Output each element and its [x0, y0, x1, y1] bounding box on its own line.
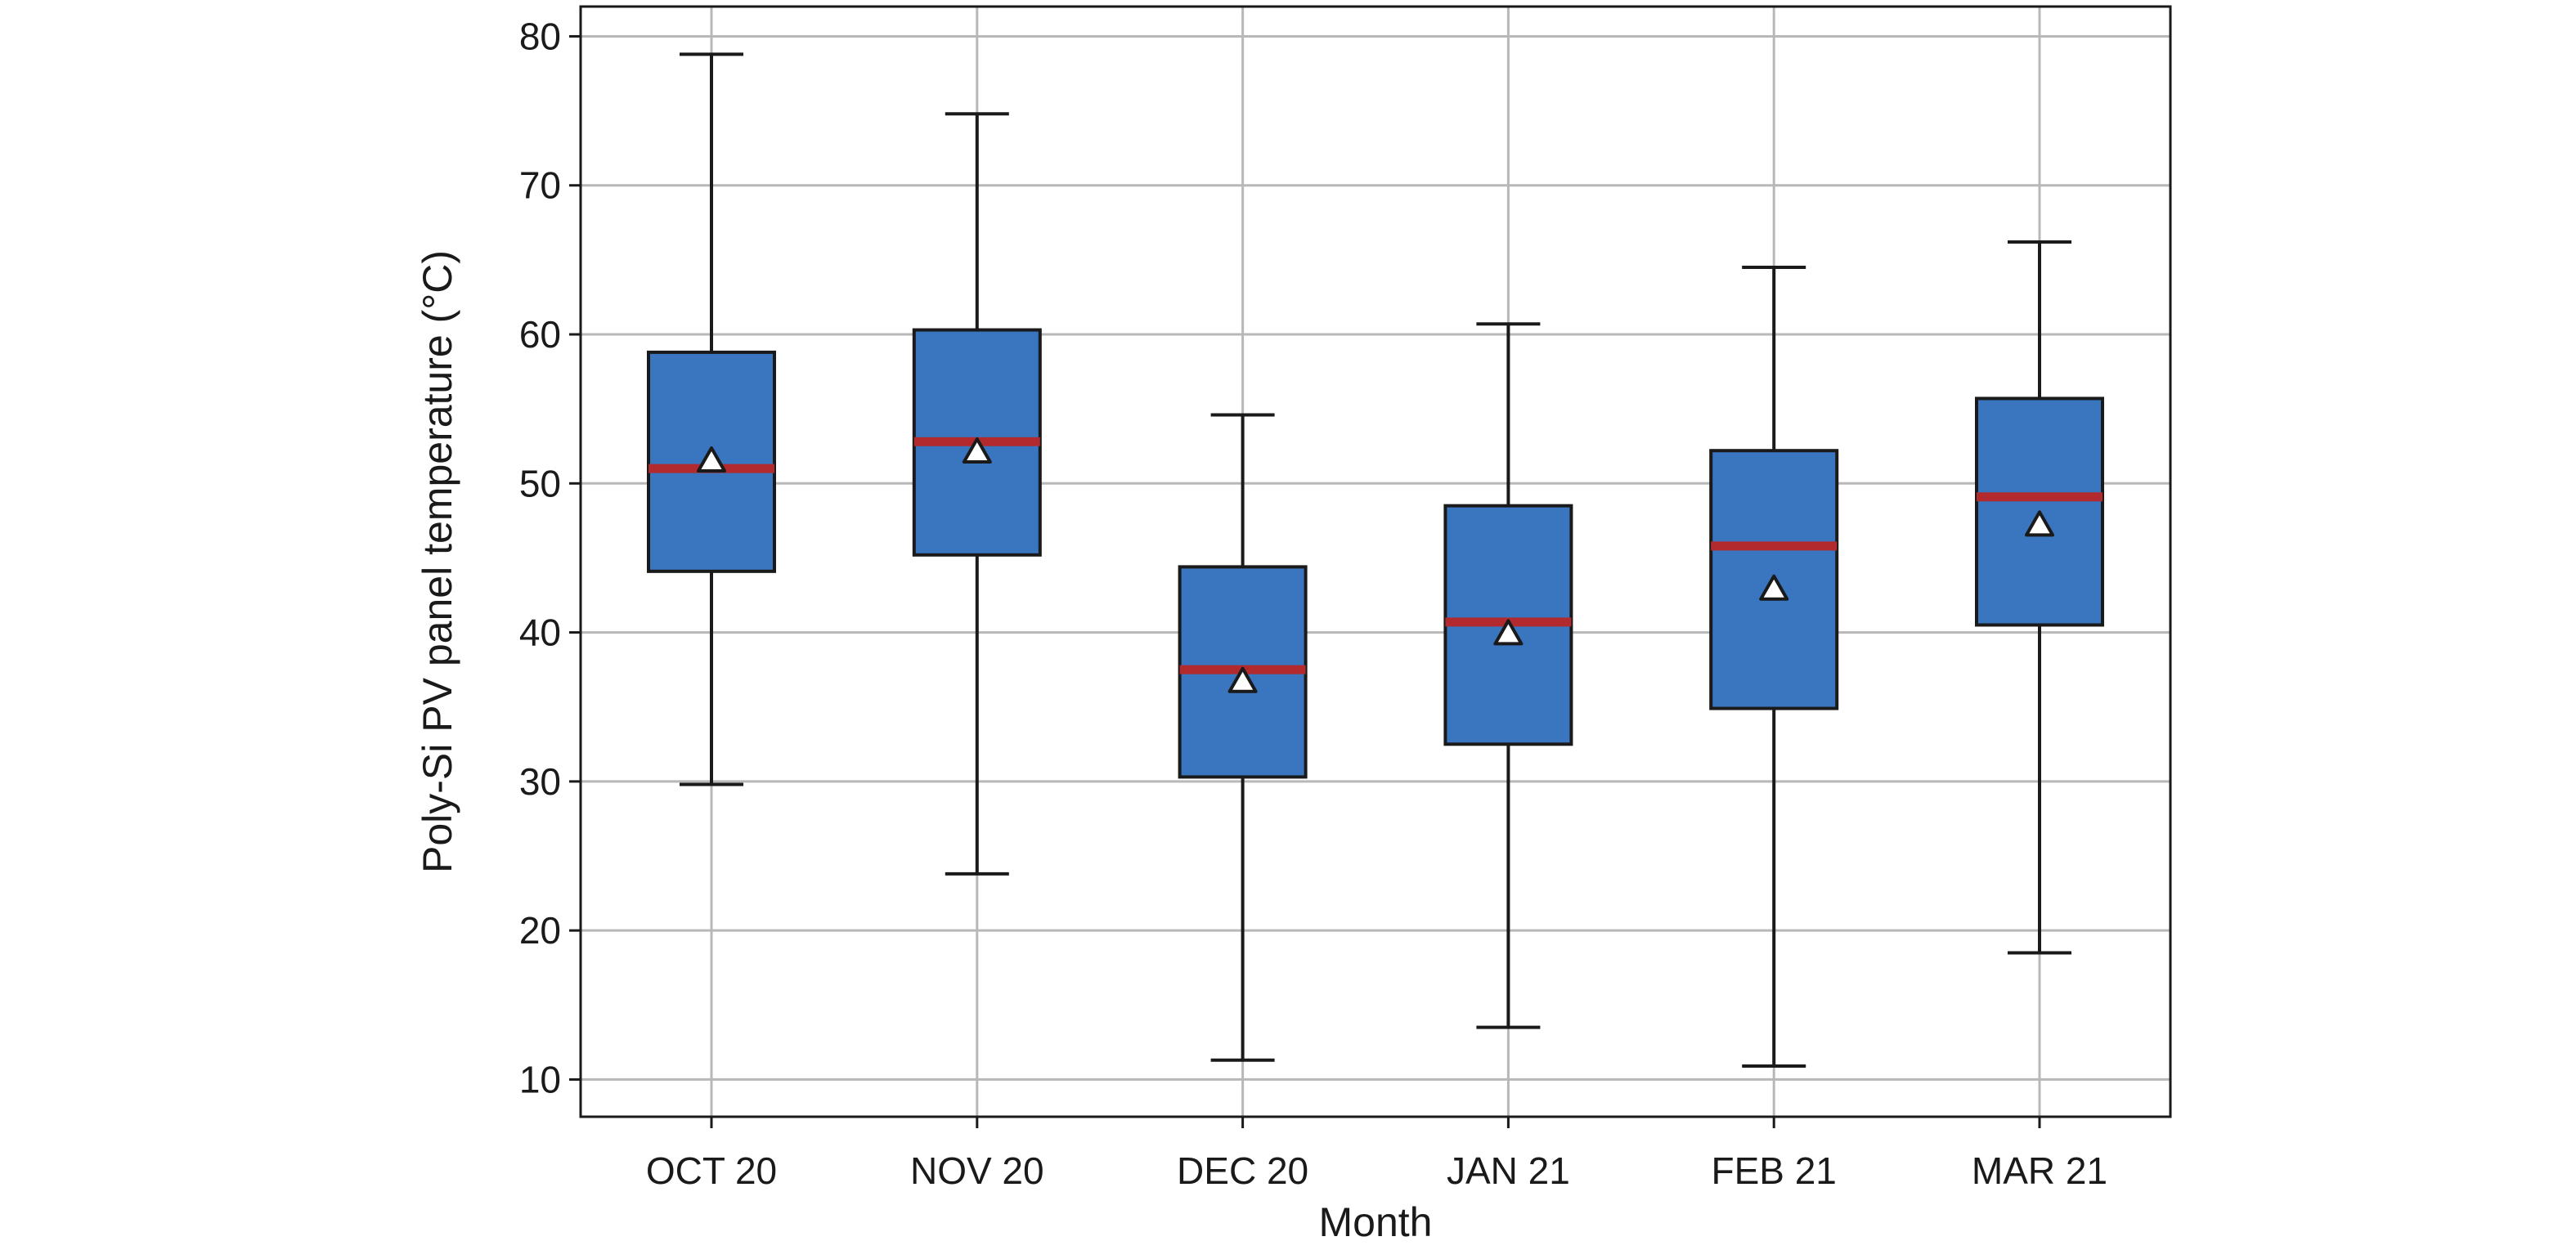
x-tick-label: NOV 20 — [910, 1149, 1044, 1192]
mean-marker — [697, 446, 726, 473]
x-axis-label: Month — [1319, 1199, 1433, 1245]
mean-marker — [2025, 510, 2054, 537]
x-tick-label: OCT 20 — [646, 1149, 777, 1192]
y-tick-label: 30 — [519, 760, 561, 803]
x-tick-label: DEC 20 — [1177, 1149, 1308, 1192]
mean-marker — [962, 437, 992, 464]
grid — [581, 7, 2170, 1117]
mean-marker — [1759, 574, 1789, 601]
mean-marker — [1227, 666, 1258, 693]
x-tick-label: MAR 21 — [1972, 1149, 2107, 1192]
box-group — [912, 112, 1042, 876]
box-group — [647, 52, 776, 786]
y-tick-label: 20 — [519, 909, 561, 952]
x-tick-label: FEB 21 — [1711, 1149, 1836, 1192]
y-tick-label: 70 — [519, 164, 561, 207]
y-tick-label: 50 — [519, 462, 561, 504]
y-axis-ticks: 10 20 30 40 50 60 70 80 — [519, 15, 581, 1100]
y-tick-label: 80 — [519, 15, 561, 57]
box-group — [1975, 240, 2104, 955]
y-tick-label: 40 — [519, 612, 561, 654]
boxes — [647, 52, 2104, 1069]
y-axis-label: Poly-Si PV panel temperature (°C) — [415, 250, 460, 873]
plot-frame — [579, 5, 2172, 1118]
y-tick-label: 10 — [519, 1058, 561, 1100]
box-group — [1178, 413, 1308, 1062]
box-group — [1443, 322, 1573, 1029]
mean-marker — [1493, 619, 1524, 646]
y-tick-label: 60 — [519, 313, 561, 356]
box-group — [1709, 265, 1839, 1069]
x-axis-ticks: OCT 20 NOV 20 DEC 20 JAN 21 FEB 21 MAR 21 — [646, 1117, 2107, 1192]
x-tick-label: JAN 21 — [1447, 1149, 1570, 1192]
